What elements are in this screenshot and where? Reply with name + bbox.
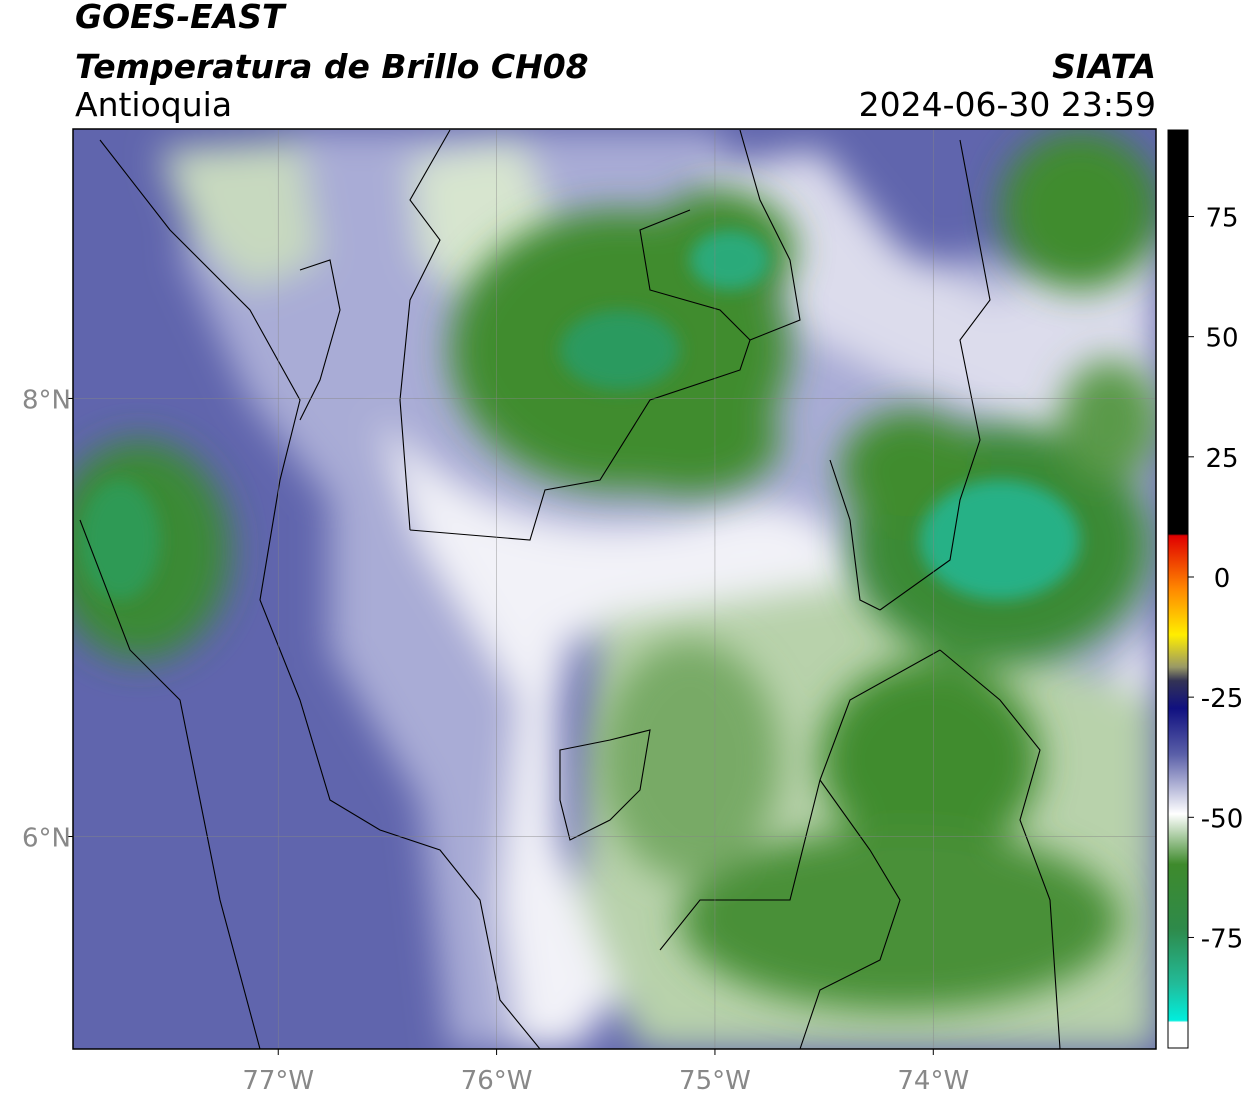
- source-title: SIATA: [1052, 47, 1156, 86]
- y-tick-label: 8°N: [22, 385, 71, 415]
- product-title: Temperatura de Brillo CH08: [75, 47, 589, 86]
- x-tick-label: 76°W: [461, 1066, 533, 1096]
- colorbar-tick-label: 0: [1214, 564, 1231, 594]
- satellite-title: GOES-EAST: [75, 0, 287, 36]
- y-tick-label: 6°N: [22, 824, 71, 854]
- region-title: Antioquia: [75, 85, 232, 124]
- colorbar-tick-label: 25: [1205, 444, 1238, 474]
- map-frame: [72, 128, 1157, 1050]
- satellite-image: [73, 129, 1156, 1049]
- colorbar: [1167, 129, 1189, 1049]
- colorbar-tick-label: -25: [1201, 684, 1243, 714]
- x-tick-label: 77°W: [242, 1066, 314, 1096]
- colorbar-tick-label: -75: [1201, 924, 1243, 954]
- grid-layer: [73, 129, 1156, 1049]
- x-tick-label: 74°W: [897, 1066, 969, 1096]
- x-tick-label: 75°W: [679, 1066, 751, 1096]
- colorbar-tick-label: 75: [1205, 204, 1238, 234]
- colorbar-tick-label: -50: [1201, 804, 1243, 834]
- datetime-title: 2024-06-30 23:59: [859, 85, 1156, 124]
- colorbar-tick-label: 50: [1205, 324, 1238, 354]
